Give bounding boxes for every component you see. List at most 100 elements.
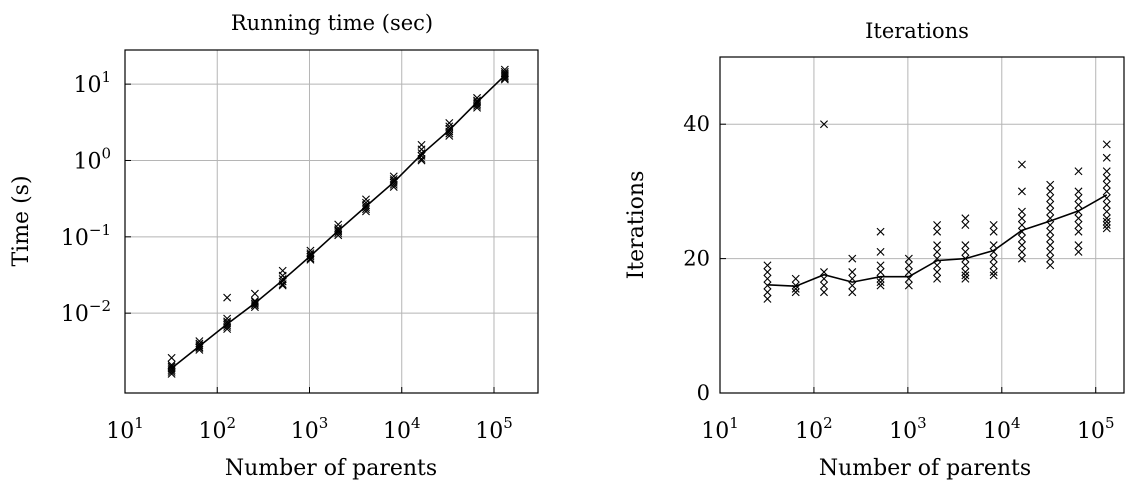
data-points xyxy=(167,65,509,378)
data-point xyxy=(1017,187,1026,196)
data-point xyxy=(1102,167,1111,176)
data-point xyxy=(820,268,828,277)
data-point xyxy=(1017,160,1026,169)
data-point xyxy=(904,281,913,290)
y-tick-label: 20 xyxy=(683,247,710,271)
data-point xyxy=(989,221,998,229)
data-point xyxy=(876,261,885,270)
data-point xyxy=(1102,187,1111,196)
data-point xyxy=(1074,200,1083,209)
data-point xyxy=(334,231,343,240)
data-point xyxy=(1102,214,1111,223)
y-tick-exponent: −2 xyxy=(89,297,111,315)
data-point xyxy=(961,254,970,263)
data-point xyxy=(848,274,857,283)
data-point xyxy=(1017,227,1026,236)
data-point xyxy=(167,367,176,376)
data-point xyxy=(334,227,343,236)
y-tick-label: 40 xyxy=(683,112,710,136)
data-point xyxy=(961,221,970,229)
y-tick-exponent: 1 xyxy=(101,68,111,86)
plot-frame xyxy=(124,49,539,394)
data-point xyxy=(334,229,343,238)
data-point xyxy=(791,281,800,290)
data-point xyxy=(961,274,970,283)
grid xyxy=(719,57,1124,394)
x-tick-exponent: 5 xyxy=(1105,414,1115,432)
x-tick-exponent: 1 xyxy=(134,414,144,432)
data-point xyxy=(933,254,942,263)
data-point xyxy=(876,281,885,290)
data-point xyxy=(500,72,509,81)
data-point xyxy=(791,274,800,283)
x-tick-label: 103 xyxy=(291,414,329,444)
data-point xyxy=(417,154,426,163)
mean-line-layer xyxy=(171,74,506,369)
data-point xyxy=(1074,227,1083,236)
y-tick-label: 0 xyxy=(697,381,710,405)
y-tick-base: 10 xyxy=(73,73,101,98)
data-point xyxy=(848,254,857,263)
data-point xyxy=(1046,241,1055,250)
x-tick-base: 10 xyxy=(795,419,823,444)
x-tick-exponent: 4 xyxy=(1011,414,1021,432)
data-point xyxy=(989,268,998,277)
y-tick-label: 10−2 xyxy=(61,297,111,327)
x-tick-base: 10 xyxy=(889,419,917,444)
y-tick-base: 10 xyxy=(61,302,89,327)
x-tick-label: 105 xyxy=(1077,414,1115,444)
y-tick-base: 10 xyxy=(73,149,101,174)
data-point xyxy=(1074,221,1083,229)
x-tick-label: 103 xyxy=(889,414,927,444)
data-point xyxy=(361,207,370,216)
data-point xyxy=(904,261,913,270)
data-point xyxy=(1017,214,1026,223)
data-point xyxy=(1046,247,1055,256)
data-point xyxy=(1074,247,1083,256)
data-point xyxy=(1017,207,1026,216)
data-point xyxy=(195,345,204,354)
data-point xyxy=(933,221,942,229)
data-point xyxy=(1046,194,1055,203)
data-point xyxy=(989,227,998,236)
data-point xyxy=(961,214,970,223)
data-point xyxy=(989,261,998,270)
data-point xyxy=(989,271,998,280)
x-tick-exponent: 4 xyxy=(411,414,421,432)
x-tick-exponent: 2 xyxy=(226,414,236,432)
y-tick-base: 10 xyxy=(61,226,89,251)
data-point xyxy=(1102,207,1111,216)
x-tick-exponent: 1 xyxy=(729,414,739,432)
data-point xyxy=(473,101,482,110)
data-point xyxy=(1046,200,1055,209)
data-point xyxy=(223,325,232,334)
data-point xyxy=(904,268,913,277)
x-tick-label: 105 xyxy=(475,414,513,444)
data-point xyxy=(445,118,454,127)
data-point xyxy=(791,284,800,293)
data-point xyxy=(933,241,942,250)
data-point xyxy=(763,261,772,270)
data-point xyxy=(820,120,828,129)
y-tick-exponent: 0 xyxy=(101,144,111,162)
data-point xyxy=(250,303,259,312)
data-point xyxy=(820,288,828,297)
x-tick-base: 10 xyxy=(701,419,729,444)
mean-line xyxy=(171,74,506,369)
data-point xyxy=(763,294,772,303)
data-point xyxy=(1102,221,1111,229)
data-point xyxy=(876,268,885,277)
data-point xyxy=(933,268,942,277)
data-point xyxy=(848,288,857,297)
data-point xyxy=(791,288,800,297)
data-point xyxy=(223,293,232,302)
data-point xyxy=(1046,187,1055,196)
data-point xyxy=(933,227,942,236)
data-point xyxy=(1046,227,1055,236)
x-tick-base: 10 xyxy=(198,419,226,444)
data-point xyxy=(1017,247,1026,256)
data-point xyxy=(961,241,970,250)
data-point xyxy=(1017,241,1026,250)
